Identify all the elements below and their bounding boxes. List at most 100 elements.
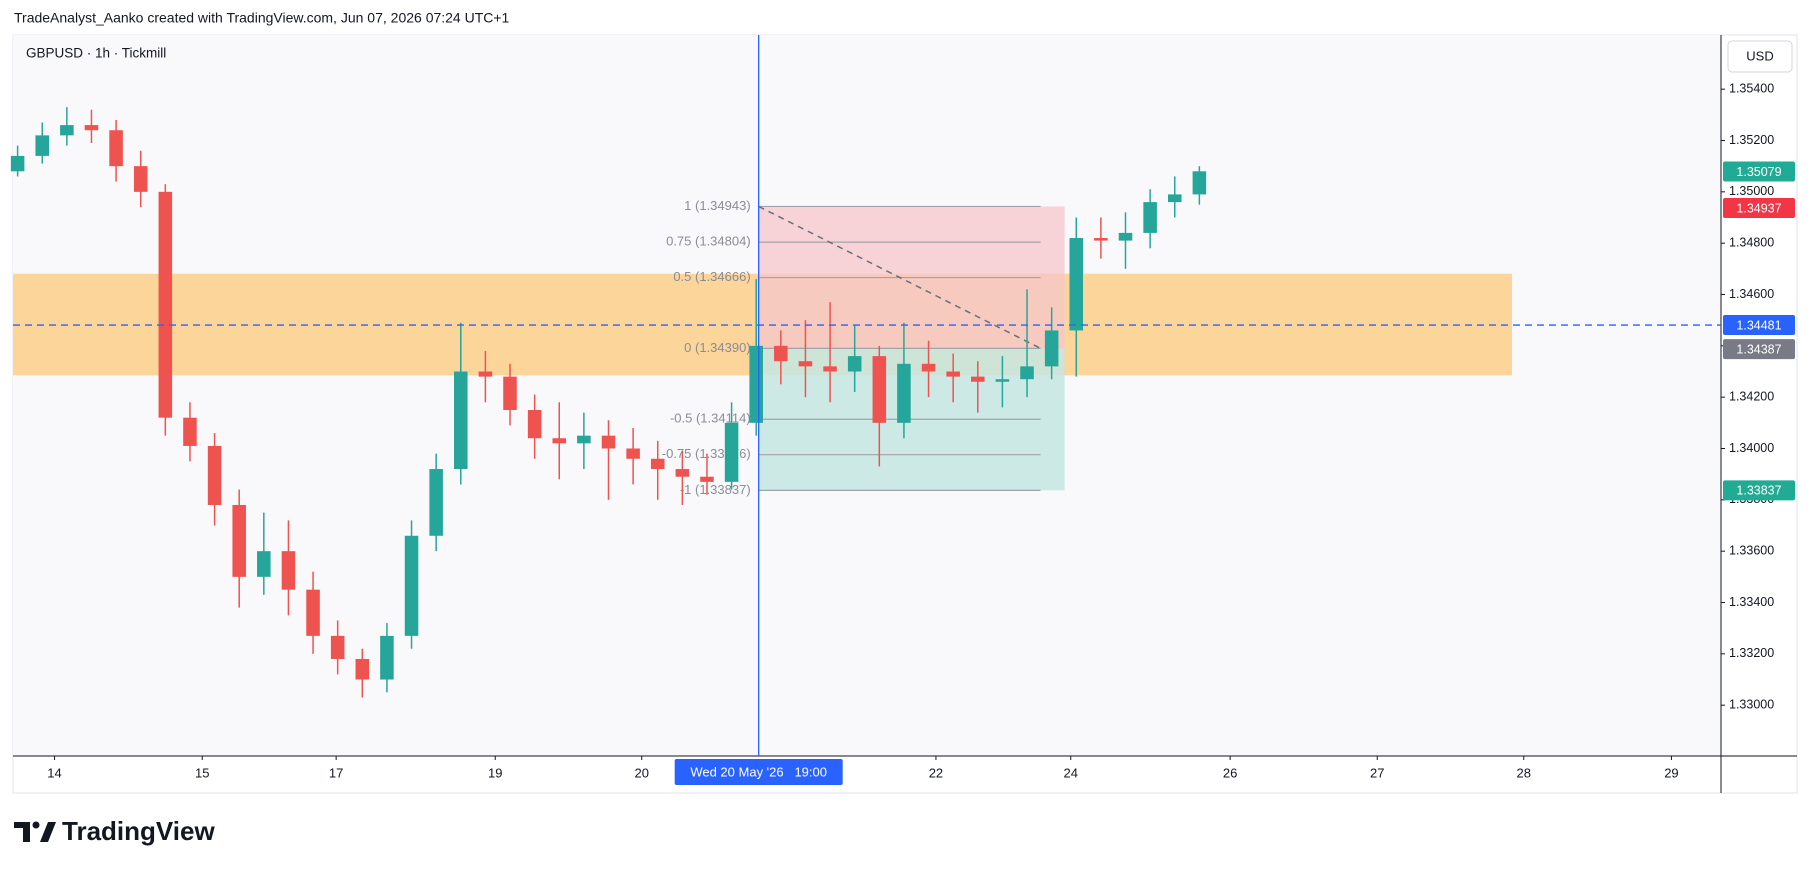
y-tick-label: 1.35400 bbox=[1729, 81, 1774, 95]
price-badge bbox=[1723, 197, 1795, 218]
candle-body bbox=[577, 435, 591, 444]
fib-level-label: 0.5 (1.34666) bbox=[673, 269, 750, 284]
candle-body bbox=[971, 376, 985, 382]
currency-box bbox=[1727, 40, 1793, 73]
fib-level-label: 1 (1.34943) bbox=[684, 198, 751, 213]
crosshair-label: Wed 20 May '26 19:00 bbox=[690, 764, 827, 779]
price-badge bbox=[1723, 161, 1795, 182]
candle-body bbox=[749, 345, 763, 423]
x-tick-label: 28 bbox=[1516, 765, 1530, 780]
price-badge-label: 1.34387 bbox=[1736, 342, 1781, 356]
candle-body bbox=[1020, 366, 1034, 380]
candle-body bbox=[306, 589, 320, 636]
y-tick-label: 1.34600 bbox=[1729, 287, 1774, 301]
candle-body bbox=[133, 166, 148, 192]
candle-body bbox=[626, 448, 640, 459]
candle-body bbox=[257, 551, 271, 577]
logo-icon bbox=[40, 822, 56, 842]
y-tick-label: 1.33600 bbox=[1729, 543, 1774, 557]
candle-body bbox=[35, 135, 50, 156]
x-tick-label: 27 bbox=[1370, 765, 1384, 780]
candle-body bbox=[872, 356, 887, 423]
candle-body bbox=[429, 469, 443, 536]
candle-body bbox=[823, 366, 837, 372]
x-tick-label: 17 bbox=[329, 765, 343, 780]
y-tick-label: 1.35200 bbox=[1729, 133, 1774, 147]
x-tick-label: 15 bbox=[195, 765, 209, 780]
candle-body bbox=[1044, 330, 1059, 367]
candle-body bbox=[404, 535, 419, 636]
price-badge-label: 1.33837 bbox=[1736, 484, 1781, 498]
candle-body bbox=[921, 363, 936, 372]
candle-body bbox=[1143, 202, 1157, 233]
candle-body bbox=[207, 445, 222, 505]
candle-body bbox=[700, 476, 714, 482]
candle-body bbox=[1094, 238, 1108, 241]
candle-body bbox=[281, 551, 296, 590]
y-tick-label: 1.33400 bbox=[1729, 595, 1774, 609]
header-caption: TradeAnalyst_Aanko created with TradingV… bbox=[14, 10, 510, 26]
x-tick-label: 22 bbox=[929, 765, 943, 780]
price-badge-label: 1.35079 bbox=[1736, 165, 1781, 179]
candle-body bbox=[798, 361, 813, 367]
candle-body bbox=[232, 504, 246, 577]
price-badge-label: 1.34937 bbox=[1736, 201, 1781, 215]
candle-body bbox=[503, 376, 517, 411]
currency-label: USD bbox=[1746, 48, 1773, 63]
candle-body bbox=[380, 635, 394, 680]
candle-body bbox=[1167, 194, 1182, 203]
price-badge bbox=[1723, 339, 1795, 360]
candles bbox=[10, 107, 1207, 698]
x-tick-label: 14 bbox=[47, 765, 61, 780]
candle-body bbox=[183, 417, 197, 446]
candle-body bbox=[527, 410, 542, 439]
crosshair-label-box bbox=[674, 759, 843, 785]
candle-body bbox=[330, 635, 345, 659]
x-tick-label: 24 bbox=[1063, 765, 1077, 780]
price-badge bbox=[1723, 480, 1795, 501]
fib-level-label: -0.5 (1.34114) bbox=[670, 411, 751, 426]
candle-body bbox=[478, 371, 493, 377]
x-tick-label: 26 bbox=[1223, 765, 1237, 780]
candle-body bbox=[454, 371, 468, 470]
candle-body bbox=[552, 438, 567, 444]
y-tick-label: 1.34800 bbox=[1729, 235, 1774, 249]
candle-body bbox=[355, 658, 370, 680]
x-tick-label: 29 bbox=[1664, 765, 1678, 780]
logo-icon bbox=[14, 822, 30, 842]
candle-body bbox=[601, 435, 616, 449]
y-tick-label: 1.34200 bbox=[1729, 389, 1774, 403]
y-tick-label: 1.34000 bbox=[1729, 441, 1774, 455]
candle-body bbox=[1118, 232, 1133, 241]
candle-body bbox=[1069, 238, 1084, 331]
candle-body bbox=[158, 191, 173, 418]
candle-body bbox=[946, 371, 960, 377]
price-badge-label: 1.34481 bbox=[1736, 318, 1781, 332]
logo-text: TradingView bbox=[62, 816, 215, 846]
y-tick-label: 1.35000 bbox=[1729, 184, 1774, 198]
y-tick-label: 1.33000 bbox=[1729, 697, 1774, 711]
x-tick-label: 20 bbox=[634, 765, 648, 780]
candle-body bbox=[675, 469, 690, 477]
overlays: Wed 20 May '26 19:00 1.35079 1.34937 1.3448… bbox=[13, 35, 1795, 785]
candle-body bbox=[897, 363, 911, 423]
candle-body bbox=[60, 125, 74, 136]
x-tick-label: 19 bbox=[488, 765, 502, 780]
fib-level-label: -1 (1.33837) bbox=[680, 482, 751, 497]
candle-body bbox=[650, 458, 665, 470]
y-tick-label: 1.33200 bbox=[1729, 646, 1774, 660]
candle-body bbox=[10, 155, 25, 172]
candle-body bbox=[109, 130, 123, 167]
candle-body bbox=[774, 345, 788, 362]
fib-level-label: 0.75 (1.34804) bbox=[666, 234, 751, 249]
price-badge bbox=[1723, 315, 1795, 336]
logo-icon bbox=[32, 821, 40, 829]
candle-body bbox=[995, 379, 1010, 382]
fib-trend-line bbox=[758, 205, 1041, 350]
fib-level-label: 0 (1.34390) bbox=[684, 340, 751, 355]
candle-body bbox=[847, 356, 862, 372]
candle-body bbox=[1192, 171, 1207, 195]
candle-body bbox=[724, 422, 739, 482]
